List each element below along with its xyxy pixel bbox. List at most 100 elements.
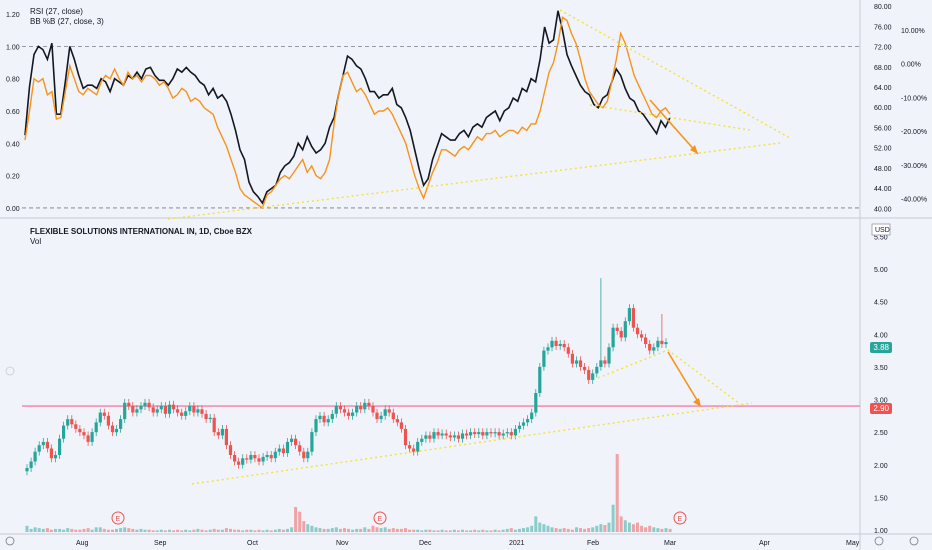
candle-body (534, 393, 538, 413)
indicator-pct-tick: -40.00% (901, 197, 927, 204)
volume-bar (281, 529, 285, 532)
volume-bar (237, 529, 241, 532)
indicator-pct-tick: -20.00% (901, 129, 927, 136)
indicator-left-tick: 1.20 (6, 12, 20, 19)
volume-bar (351, 529, 355, 532)
candle-body (395, 419, 399, 423)
volume-bar (257, 529, 261, 532)
candle-body (143, 402, 147, 407)
candle-body (86, 435, 90, 442)
volume-bar (615, 454, 619, 532)
volume-bar (45, 528, 49, 532)
time-axis-tick: Mar (664, 540, 677, 547)
candle-body (290, 438, 294, 442)
indicator-right-tick: 76.00 (874, 24, 892, 31)
candle-body (269, 455, 273, 459)
volume-bar (469, 530, 473, 532)
price-tick: 5.00 (874, 267, 888, 274)
volume-bar (575, 527, 578, 532)
volume-bar (216, 529, 220, 532)
candle-body (416, 441, 420, 452)
candle-body (436, 432, 440, 436)
candle-body (526, 419, 530, 423)
earnings-marker (111, 511, 125, 525)
candle-body (237, 461, 241, 465)
volume-bar (298, 511, 302, 532)
bb-legend-label: BB %B (27, close, 3) (30, 17, 104, 26)
candle-body (249, 455, 253, 460)
candle-body (619, 331, 623, 338)
volume-bar (607, 522, 611, 532)
candle-body (208, 417, 212, 420)
candle-body (412, 448, 416, 452)
candle-body (367, 402, 371, 407)
volume-bar (619, 516, 623, 532)
price-tick: 4.50 (874, 300, 888, 307)
volume-bar (408, 529, 412, 532)
volume-bar (127, 528, 131, 532)
volume-bar (294, 507, 298, 532)
volume-bar (428, 529, 432, 532)
indicator-left-tick: 1.00 (6, 44, 20, 51)
candle-body (200, 409, 204, 414)
volume-bar (322, 528, 326, 532)
candle-body (640, 334, 644, 338)
price-trendline-lower (191, 402, 753, 485)
candle-body (587, 370, 591, 380)
candle-body (131, 406, 135, 413)
volume-bar (37, 528, 41, 532)
earnings-marker-label: E (116, 516, 121, 523)
candle-body (574, 360, 579, 364)
symbol-title[interactable]: FLEXIBLE SOLUTIONS INTERNATIONAL IN, 1D,… (30, 227, 252, 236)
candle-body (151, 407, 155, 413)
volume-bar (290, 527, 294, 532)
indicator-left-tick: 0.20 (6, 174, 20, 181)
volume-bar (631, 524, 635, 532)
volume-bar (513, 529, 517, 532)
volume-bar (33, 527, 37, 532)
candle-body (615, 327, 619, 331)
price-tick: 3.50 (874, 365, 888, 372)
volume-bar (416, 529, 420, 532)
indicator-trendline-mid (589, 104, 751, 131)
volume-bar (229, 528, 232, 532)
volume-bar (395, 528, 399, 532)
volume-bar (62, 529, 66, 532)
price-trendline-upper (667, 349, 741, 405)
indicator-trendline-upper (559, 9, 791, 139)
volume-bar (212, 528, 216, 532)
candle-body (265, 455, 269, 457)
indicator-right-tick: 68.00 (874, 65, 892, 72)
candle-body (652, 347, 656, 351)
volume-bar (595, 525, 599, 532)
candle-body (33, 451, 37, 462)
indicator-left-tick: 0.60 (6, 109, 20, 116)
candle-body (78, 428, 82, 433)
candle-body (228, 445, 233, 455)
volume-bar (538, 522, 542, 532)
volume-bar (131, 528, 135, 532)
price-tick: 1.50 (874, 495, 888, 502)
auto-scale-icon (909, 536, 919, 546)
candle-body (241, 458, 245, 465)
candle-body (281, 448, 285, 454)
price-pane (22, 222, 860, 532)
volume-bar (347, 528, 350, 532)
volume-bar (375, 527, 379, 532)
candle-body (550, 340, 554, 348)
candle-body (224, 428, 228, 446)
unit-label: USD (875, 227, 890, 234)
candle-body (485, 432, 489, 436)
indicator-pct-tick: 0.00% (901, 62, 921, 69)
candle-body (334, 406, 338, 414)
volume-bar (119, 528, 123, 532)
volume-bar (554, 528, 558, 532)
time-axis-tick: Oct (247, 540, 258, 547)
volume-bar (432, 530, 436, 532)
volume-bar (505, 528, 509, 532)
volume-bar (448, 530, 452, 532)
volume-bar (135, 529, 139, 532)
candle-body (253, 455, 257, 459)
time-axis-tick: May (846, 540, 860, 547)
candle-body (623, 321, 627, 338)
